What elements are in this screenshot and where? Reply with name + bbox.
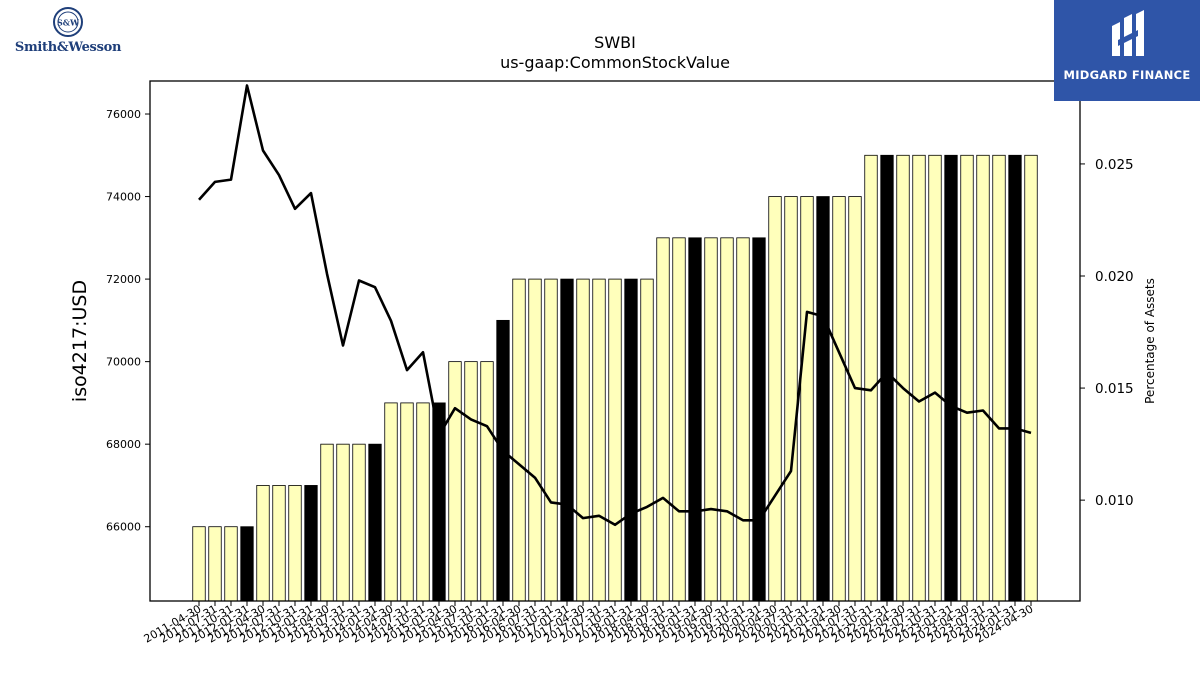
y-tick-label: 70000 [106, 356, 141, 369]
bar-2019-04-30 [704, 237, 718, 602]
y2-tick-label: 0.025 [1095, 157, 1134, 173]
bar-2019-07-31 [720, 237, 734, 602]
bar-2015-07-31 [464, 361, 478, 602]
bar-2022-10-31 [928, 154, 942, 602]
bar-2013-07-31 [336, 443, 350, 602]
seal-monogram: S&W [57, 18, 80, 28]
bar-2016-07-31 [528, 278, 542, 602]
bar-2012-10-31 [288, 485, 302, 602]
bar-2016-01-31 [496, 319, 510, 602]
bars-layer [192, 154, 1038, 602]
bar-2021-01-31 [816, 196, 830, 602]
y-tick-label: 74000 [106, 191, 141, 204]
bar-2020-10-31 [800, 196, 814, 602]
bar-2013-04-30 [320, 443, 334, 602]
bar-2013-10-31 [352, 443, 366, 602]
y2-tick-label: 0.015 [1095, 381, 1134, 397]
bar-2023-01-31 [944, 154, 958, 602]
y2-tick-label: 0.020 [1095, 269, 1134, 285]
bar-2017-04-30 [576, 278, 590, 602]
plot-frame [149, 80, 1081, 602]
bar-2016-10-31 [544, 278, 558, 602]
line-layer [198, 84, 1032, 527]
bar-2012-07-31 [272, 485, 286, 602]
bar-2021-10-31 [864, 154, 878, 602]
bar-2015-04-30 [448, 361, 462, 602]
bar-2014-01-31 [368, 443, 382, 602]
bar-2021-04-30 [832, 196, 846, 602]
bar-2023-07-31 [976, 154, 990, 602]
y-tick-label: 72000 [106, 273, 141, 286]
bar-2016-04-30 [512, 278, 526, 602]
y-axis-label: iso4217:USD [69, 280, 91, 402]
midgard-mark-icon [1112, 10, 1144, 56]
bar-2021-07-31 [848, 196, 862, 602]
y-axis-ticks: 66000 68000 70000 72000 74000 76000 [106, 108, 150, 534]
bar-2022-07-31 [912, 154, 926, 602]
x-axis-ticks: 2011-04-302011-07-312011-10-312012-01-31… [142, 601, 1036, 646]
bar-2018-07-31 [656, 237, 670, 602]
bar-2017-07-31 [592, 278, 606, 602]
bar-2012-01-31 [240, 526, 254, 602]
midgard-finance-logo: MIDGARD FINANCE [1054, 0, 1200, 101]
bar-2019-10-31 [736, 237, 750, 602]
bar-2014-07-31 [400, 402, 414, 602]
bar-2023-04-30 [960, 154, 974, 602]
bar-2011-07-31 [208, 526, 222, 602]
bar-2013-01-31 [304, 485, 318, 602]
bar-2024-04-30 [1024, 154, 1038, 602]
bar-2017-10-31 [608, 278, 622, 602]
y2-axis-label: Percentage of Assets [1143, 278, 1157, 404]
smith-wesson-logo: S&W Smith&Wesson [6, 6, 130, 58]
bar-2019-01-31 [688, 237, 702, 602]
bar-2018-04-30 [640, 278, 654, 602]
bar-2011-10-31 [224, 526, 238, 602]
bar-2018-01-31 [624, 278, 638, 602]
bar-2014-04-30 [384, 402, 398, 602]
bar-2020-07-31 [784, 196, 798, 602]
bar-2023-10-31 [992, 154, 1006, 602]
y-tick-label: 68000 [106, 438, 141, 451]
bar-2024-01-31 [1008, 154, 1022, 602]
bar-2011-04-30 [192, 526, 206, 602]
bar-2012-04-30 [256, 485, 270, 602]
chart-subtitle: us-gaap:CommonStockValue [500, 53, 730, 72]
percentage-line [198, 84, 1032, 527]
chart-title: SWBI [594, 33, 636, 52]
bar-2022-04-30 [896, 154, 910, 602]
bar-2018-10-31 [672, 237, 686, 602]
y2-tick-label: 0.010 [1095, 493, 1134, 509]
bar-2017-01-31 [560, 278, 574, 602]
smith-wesson-wordmark: Smith&Wesson [14, 40, 122, 55]
y2-axis-ticks: 0.010 0.015 0.020 0.025 [1080, 157, 1134, 509]
y-tick-label: 76000 [106, 108, 141, 121]
bar-2015-10-31 [480, 361, 494, 602]
bar-2020-04-30 [768, 196, 782, 602]
bar-2020-01-31 [752, 237, 766, 602]
bar-2014-10-31 [416, 402, 430, 602]
seal-icon: S&W [53, 7, 83, 37]
y-tick-label: 66000 [106, 521, 141, 534]
midgard-finance-wordmark: MIDGARD FINANCE [1063, 68, 1191, 82]
